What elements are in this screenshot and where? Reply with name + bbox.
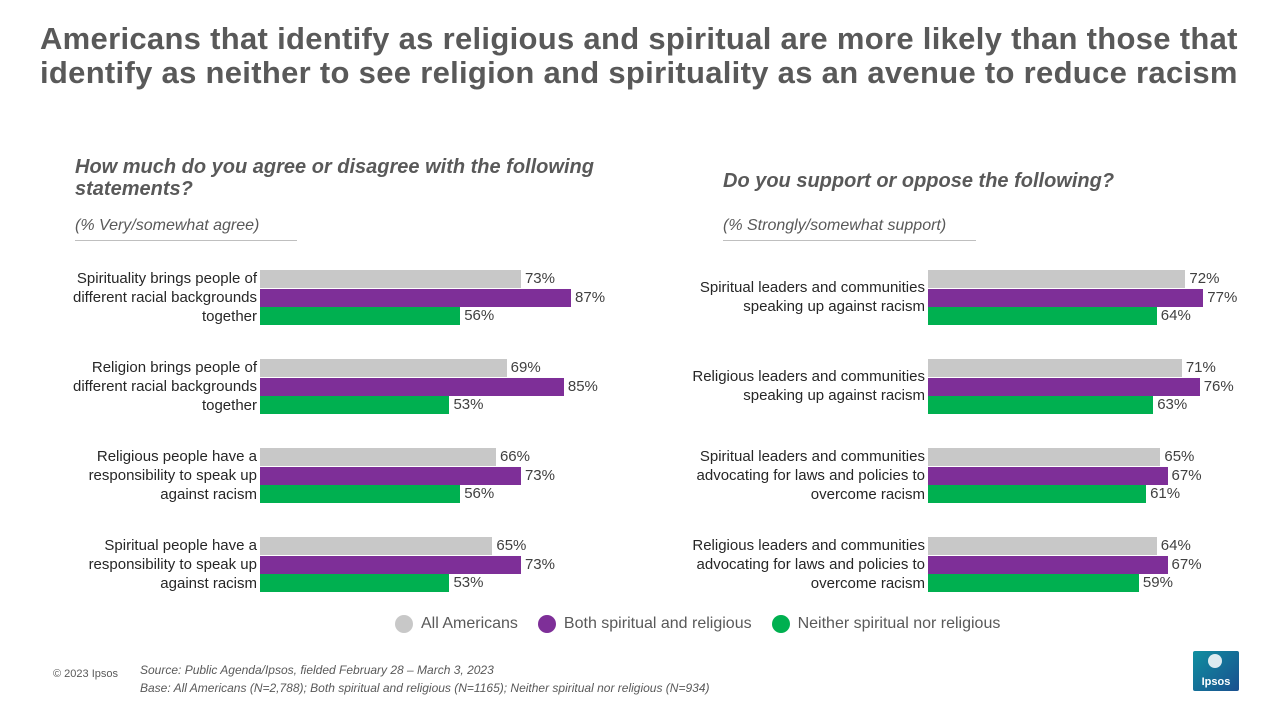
category-label: Religious leaders and communities advoca…	[692, 536, 925, 592]
base-note: Base: All Americans (N=2,788); Both spir…	[140, 681, 710, 695]
logo-mark	[1208, 654, 1222, 668]
value-label: 72%	[1189, 270, 1220, 287]
chart-title: How much do you agree or disagree with t…	[75, 156, 594, 200]
bar	[260, 288, 572, 307]
chart-title: Do you support or oppose the following?	[723, 170, 1115, 192]
value-label: 87%	[575, 288, 606, 306]
bar	[928, 466, 1168, 485]
bar	[928, 574, 1139, 592]
value-label: 64%	[1160, 307, 1191, 324]
category-label: Spirituality brings people of different …	[73, 269, 257, 325]
legend-item: Neither spiritual nor religious	[771, 615, 1001, 633]
bar	[260, 359, 507, 377]
slide-title: Americans that identify as religious and…	[40, 21, 1238, 90]
value-label: 61%	[1150, 485, 1181, 502]
logo: Ipsos	[1193, 651, 1239, 691]
bar	[928, 270, 1186, 288]
bar	[928, 288, 1204, 307]
legend-label: All Americans	[421, 615, 518, 632]
category-label: Spiritual leaders and communities advoca…	[696, 447, 925, 503]
value-label: 53%	[453, 396, 484, 413]
bar	[928, 555, 1168, 574]
category-label: Spiritual people have a responsibility t…	[88, 536, 257, 592]
bar	[928, 537, 1157, 555]
bar	[260, 448, 496, 466]
bar	[260, 396, 450, 414]
value-label: 85%	[567, 377, 598, 395]
value-label: 71%	[1185, 359, 1216, 376]
bar	[928, 377, 1200, 396]
bar	[260, 574, 450, 592]
value-label: 59%	[1142, 574, 1173, 591]
value-label: 53%	[453, 574, 484, 591]
bar	[260, 307, 461, 325]
value-label: 65%	[1164, 448, 1195, 465]
value-label: 64%	[1160, 537, 1191, 554]
legend-item: Both spiritual and religious	[537, 615, 752, 633]
value-label: 56%	[464, 307, 495, 324]
value-label: 77%	[1207, 288, 1238, 306]
source-note: Source: Public Agenda/Ipsos, fielded Feb…	[140, 663, 494, 677]
bar	[260, 377, 564, 396]
legend: All Americans Both spiritual and religiou…	[395, 615, 1000, 633]
bar	[928, 307, 1157, 325]
category-label: Spiritual leaders and communities speaki…	[699, 279, 925, 315]
value-label: 73%	[524, 555, 555, 573]
bar	[928, 485, 1147, 503]
legend-item: All Americans	[395, 615, 518, 633]
category-label: Religious people have a responsibility t…	[88, 447, 257, 503]
value-label: 73%	[524, 270, 555, 287]
value-label: 69%	[510, 359, 541, 376]
legend-swatch	[395, 615, 413, 633]
legend-swatch	[771, 615, 790, 633]
legend-swatch	[537, 615, 556, 633]
value-label: 73%	[524, 466, 555, 484]
bar	[260, 466, 521, 485]
bar	[260, 555, 521, 574]
chart-subtitle: (% Strongly/somewhat support)	[723, 217, 976, 241]
value-label: 65%	[496, 537, 527, 554]
value-label: 67%	[1171, 555, 1202, 573]
value-label: 66%	[499, 448, 530, 465]
category-label: Religious leaders and communities speaki…	[692, 368, 925, 404]
bar	[928, 359, 1182, 377]
logo-text: Ipsos	[1201, 676, 1231, 688]
bar	[928, 448, 1161, 466]
bar	[260, 485, 461, 503]
bar	[260, 270, 521, 288]
legend-label: Both spiritual and religious	[563, 615, 752, 632]
chart-subtitle: (% Very/somewhat agree)	[75, 217, 297, 241]
value-label: 67%	[1171, 466, 1202, 484]
value-label: 63%	[1157, 396, 1188, 413]
legend-label: Neither spiritual nor religious	[797, 615, 1001, 632]
copyright: © 2023 Ipsos	[53, 668, 118, 680]
bar	[928, 396, 1154, 414]
bar	[260, 537, 493, 555]
category-label: Religion brings people of different raci…	[73, 358, 257, 414]
value-label: 56%	[464, 485, 495, 502]
value-label: 76%	[1203, 377, 1234, 395]
